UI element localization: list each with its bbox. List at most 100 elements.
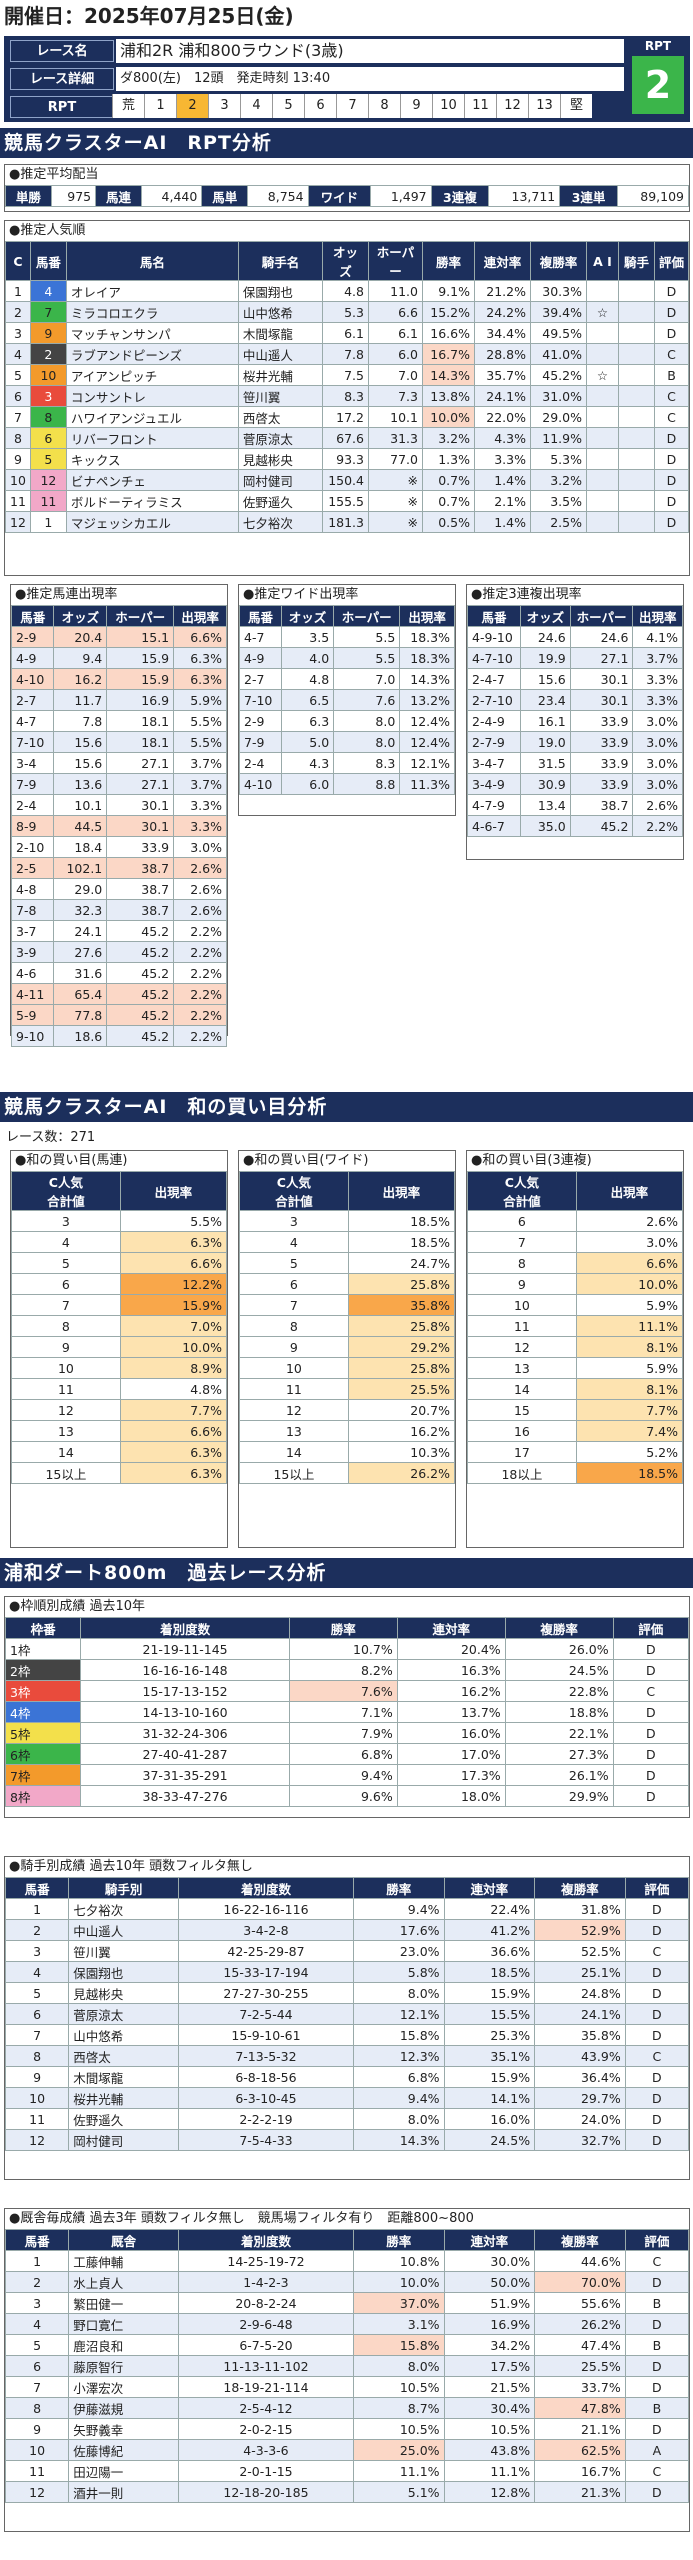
wa-trio-table: C人気 合計値 出現率 6 2.6% 7 3.0% 8 6.6% 9 10.0% 10 5.9% 11 1… <box>467 1171 684 1484</box>
column-header: A I <box>586 241 619 281</box>
table-cell: 2-10 <box>10 836 55 858</box>
table-cell: 山中悠希 <box>68 2024 179 2046</box>
table-cell: 24.1% <box>534 2003 626 2025</box>
table-cell: 26.1% <box>504 1764 614 1786</box>
column-header: 評価 <box>654 241 689 281</box>
table-row: 7 小澤宏次 18-19-21-114 10.5% 21.5% 33.7% D <box>4 2376 690 2398</box>
table-cell: 30.0% <box>443 2250 536 2272</box>
table-cell: 6-3-10-45 <box>177 2087 354 2109</box>
table-row: 2-9 6.3 8.0 12.4% <box>239 710 455 732</box>
table-cell: 93.3 <box>322 448 369 470</box>
table-cell: 24.8% <box>534 1982 626 2004</box>
table-cell: 8.0% <box>352 2108 445 2130</box>
table-cell: 15以上 <box>11 1462 121 1484</box>
table-cell: コンサントレ <box>65 385 239 407</box>
table-cell: 4-8 <box>10 878 55 900</box>
table-cell: 23.0% <box>352 1940 445 1962</box>
popularity-table: C 馬番 馬名 騎手名 オッズ ホーパー 勝率 連対率 複勝率 A I 騎手 評価 1 4 オレイア 保園翔也… <box>5 241 689 533</box>
table-cell: 12-18-20-185 <box>177 2481 354 2503</box>
table-cell: 10 <box>11 1357 121 1379</box>
column-header: 厩舎 <box>68 2229 179 2251</box>
table-cell: D <box>624 1898 690 1920</box>
table-cell: 9 <box>4 2066 70 2088</box>
table-cell: 3.0% <box>173 836 227 858</box>
table-cell: D <box>612 1743 690 1765</box>
table-cell: D <box>624 2418 690 2440</box>
table-cell: 4-9-10 <box>466 626 522 648</box>
table-cell: アイアンピッチ <box>65 364 239 386</box>
column-header: 出現率 <box>347 1171 456 1211</box>
table-cell: 5.9% <box>575 1294 684 1316</box>
table-cell: 13.2% <box>399 689 455 711</box>
table-row: 10 25.8% <box>239 1357 456 1379</box>
table-row: 4-8 29.0 38.7 2.6% <box>10 878 227 900</box>
table-row: 2-4-9 16.1 33.9 3.0% <box>466 710 683 732</box>
table-cell: 24.7% <box>347 1252 456 1274</box>
table-row: 9 29.2% <box>239 1336 456 1358</box>
table-cell: 31.8% <box>534 1898 626 1920</box>
table-cell: 21.3% <box>534 2481 626 2503</box>
table-cell: 12.3% <box>352 2045 445 2067</box>
table-cell: 4.8 <box>322 280 369 302</box>
table-cell: 11.0 <box>368 280 423 302</box>
trainer-caption: ●厩舎毎成績 過去3年 頭数フィルタ無し 競馬場フィルタ有り 距離800~800 <box>9 2211 474 2226</box>
payout-value: 4,440 <box>140 185 203 207</box>
table-cell: 10 <box>29 364 67 386</box>
table-cell: 西啓太 <box>237 406 324 428</box>
table-cell: 8-9 <box>10 815 55 837</box>
table-cell: 33.9 <box>569 710 634 732</box>
table-cell: 6 <box>4 2003 70 2025</box>
table-cell: 5 <box>4 1982 70 2004</box>
table-cell: 45.2 <box>106 962 175 984</box>
table-cell: 45.2 <box>569 815 634 837</box>
table-cell: 2.6% <box>575 1210 684 1232</box>
table-cell: 155.5 <box>322 490 369 512</box>
table-cell: 12 <box>4 2129 70 2151</box>
table-cell: 7-13-5-32 <box>177 2045 354 2067</box>
table-cell: 33.9 <box>569 773 634 795</box>
table-cell: 2-7 <box>239 668 282 690</box>
table-cell: 24.6 <box>520 626 571 648</box>
table-cell: 9.4% <box>352 1898 445 1920</box>
table-cell: 4-7 <box>239 626 282 648</box>
table-cell: 38.7 <box>569 794 634 816</box>
table-cell: 7.6% <box>288 1680 398 1702</box>
payout-caption: ●推定平均配当 <box>9 167 99 182</box>
table-row: 8 伊藤滋規 2-5-4-12 8.7% 30.4% 47.8% B <box>4 2397 690 2419</box>
rpt-scale-cell: 2 <box>176 94 208 118</box>
table-cell: 12 <box>4 2481 70 2503</box>
table-cell: 5.9% <box>173 689 227 711</box>
table-cell: 15-17-13-152 <box>80 1680 290 1702</box>
column-header: 勝率 <box>288 1617 398 1639</box>
table-cell: 52.5% <box>534 1940 626 1962</box>
column-header: ホーパー <box>106 605 175 627</box>
table-row: 13 6.6% <box>11 1420 228 1442</box>
table-row: 10 8.9% <box>11 1357 228 1379</box>
table-cell: 2.6% <box>632 794 683 816</box>
table-cell: 6-8-18-56 <box>177 2066 354 2088</box>
umaren-table: 馬番 オッズ ホーパー 出現率 2-9 20.4 15.1 6.6% 4-9 9.4 15.9 6.3… <box>10 605 227 1047</box>
table-cell: 8 <box>29 406 67 428</box>
column-header: ホーパー <box>333 605 401 627</box>
table-cell: 1枠 <box>4 1638 82 1660</box>
payout-value: 89,109 <box>616 185 690 207</box>
table-cell: B <box>654 364 689 386</box>
table-cell: 62.5% <box>534 2439 626 2461</box>
table-cell: 工藤伸輔 <box>68 2250 179 2272</box>
table-cell: 7 <box>467 1231 577 1253</box>
payout-label: 馬連 <box>95 185 142 207</box>
section-wa-title: 競馬クラスターAI 和の買い目分析 <box>0 1092 693 1122</box>
table-cell: マジェッシカエル <box>65 511 239 533</box>
table-cell <box>618 490 655 512</box>
table-row: 7-9 13.6 27.1 3.7% <box>10 773 227 795</box>
table-cell: 6.3% <box>119 1462 228 1484</box>
table-cell <box>586 490 619 512</box>
table-cell: 12 <box>239 1399 349 1421</box>
table-cell: 9 <box>467 1273 577 1295</box>
table-cell: 18.5% <box>347 1210 456 1232</box>
table-cell: 3枠 <box>4 1680 82 1702</box>
table-cell: 14.3% <box>352 2129 445 2151</box>
table-row: 11 田辺陽一 2-0-1-15 11.1% 11.1% 16.7% C <box>4 2460 690 2482</box>
table-cell: 11 <box>29 490 67 512</box>
table-row: 4-10 16.2 15.9 6.3% <box>10 668 227 690</box>
